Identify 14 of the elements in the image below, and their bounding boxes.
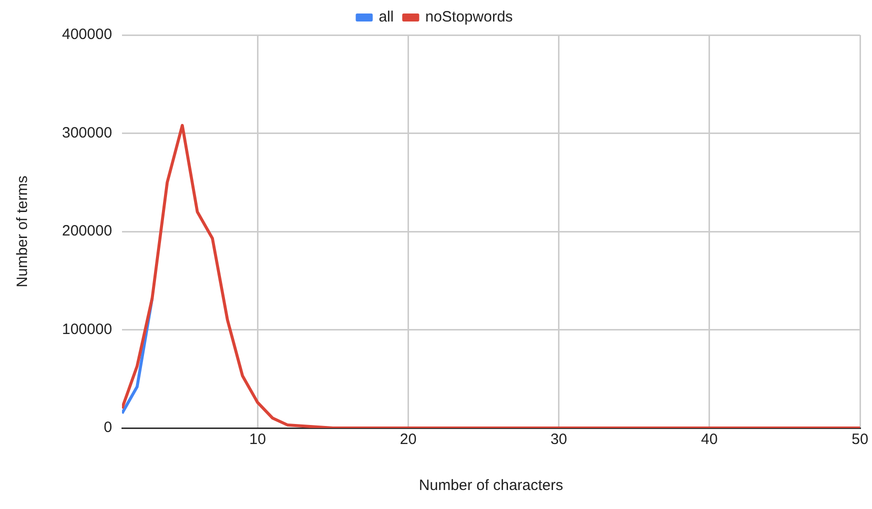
x-tick-label: 10 — [249, 431, 266, 448]
y-tick-label: 300000 — [62, 124, 112, 142]
x-tick-label: 20 — [400, 431, 417, 448]
legend-label: noStopwords — [425, 8, 513, 26]
x-tick-label: 50 — [852, 431, 868, 448]
x-tick-label: 40 — [701, 431, 718, 448]
y-axis-title: Number of terms — [14, 176, 32, 288]
y-tick-label: 400000 — [62, 26, 112, 44]
legend-label: all — [378, 8, 394, 26]
y-tick-label: 200000 — [62, 222, 112, 240]
y-tick-label: 0 — [104, 419, 112, 436]
x-axis-title: Number of characters — [418, 477, 564, 494]
y-tick-label: 100000 — [62, 320, 112, 338]
x-tick-label: 30 — [550, 431, 568, 448]
